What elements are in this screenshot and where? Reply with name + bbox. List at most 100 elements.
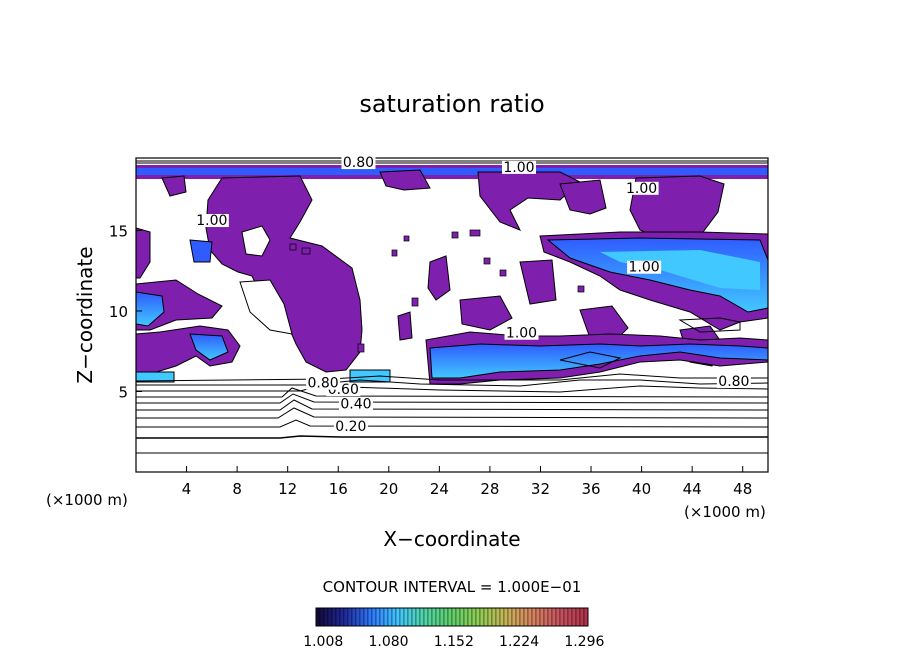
colorbar-cell: [419, 607, 425, 627]
colorbar-cell: [375, 607, 381, 627]
colorbar-cell: [439, 607, 445, 627]
colorbar-cell: [531, 607, 537, 627]
contour-label: 1.00: [506, 326, 537, 342]
x-tick-label: 24: [430, 480, 449, 498]
y-tick-label: 10: [109, 303, 128, 321]
colorbar-cell: [471, 607, 477, 627]
colorbar-cell: [567, 607, 573, 627]
colorbar-cell: [491, 607, 497, 627]
colorbar-cell: [415, 607, 421, 627]
colorbar-tick-label: 1.224: [499, 634, 539, 650]
supersaturated-left-low: [189, 333, 229, 361]
colorbar-cell: [367, 607, 373, 627]
colorbar-cell: [507, 607, 513, 627]
colorbar-cell: [523, 607, 529, 627]
supersaturated-left-floor: [136, 371, 175, 383]
saturated-corner: [161, 175, 187, 197]
colorbar-cell: [515, 607, 521, 627]
contour-label: 0.20: [335, 419, 366, 435]
colorbar-frame: [315, 607, 589, 627]
x-unit-left: (×1000 m): [46, 491, 128, 509]
contour-label: 0.80: [343, 155, 374, 171]
colorbar-cell: [535, 607, 541, 627]
colorbar-tick-label: 1.080: [368, 634, 408, 650]
colorbar-tick-label: 1.296: [564, 634, 604, 650]
colorbar-cell: [371, 607, 377, 627]
colorbar-cell: [407, 607, 413, 627]
colorbar-cell: [443, 607, 449, 627]
x-tick-label: 40: [632, 480, 651, 498]
contour-label-bg: [627, 260, 662, 274]
cloud-hole: [241, 225, 271, 257]
saturated-left-upper: [136, 227, 151, 279]
colorbar-cell: [423, 607, 429, 627]
contour-interval: CONTOUR INTERVAL = 1.000E−01: [323, 578, 582, 596]
contour-label-bg: [333, 420, 368, 434]
saturated-mid-blob: [397, 311, 413, 341]
y-tick-label: 5: [118, 383, 128, 401]
colorbar-cell: [451, 607, 457, 627]
colorbar-cell: [403, 607, 409, 627]
x-tick-label: 20: [379, 480, 398, 498]
colorbar-cell: [383, 607, 389, 627]
colorbar-cell: [555, 607, 561, 627]
contour-label-bg: [504, 326, 539, 340]
colorbar-cell: [479, 607, 485, 627]
contour-label-bg: [624, 181, 659, 195]
colorbar-cell: [431, 607, 437, 627]
saturated-upper-mid: [477, 171, 581, 231]
colorbar-cell: [495, 607, 501, 627]
x-axis: 4 8 12 16 20 24 28 32 36 40 44 48: [182, 466, 752, 498]
colorbar-cell: [575, 607, 581, 627]
supersaturated-top-band: [136, 168, 768, 175]
supersaturated-lower-fill: [429, 343, 768, 379]
colorbar-cell: [551, 607, 557, 627]
colorbar-cell: [527, 607, 533, 627]
colorbar-cell: [539, 607, 545, 627]
contour-lines: [136, 160, 768, 454]
colorbar-cell: [335, 607, 341, 627]
x-tick-label: 4: [182, 480, 192, 498]
saturated-upper-mid: [559, 179, 607, 215]
colorbar-cell: [511, 607, 517, 627]
colorbar-tick-label: 1.008: [303, 634, 343, 650]
small-cloud-features: [289, 229, 585, 353]
colorbar-cell: [519, 607, 525, 627]
contour-label-bg: [306, 376, 341, 390]
colorbar-cell: [339, 607, 345, 627]
colorbar-cell: [331, 607, 337, 627]
colorbar-cell: [363, 607, 369, 627]
x-tick-label: 48: [733, 480, 752, 498]
colorbar-cell: [543, 607, 549, 627]
colorbar-cell: [359, 607, 365, 627]
contour-label-bg: [501, 160, 536, 174]
colorbar-cell: [487, 607, 493, 627]
y-tick-label: 15: [109, 222, 128, 240]
supersaturated-right-core: [600, 250, 760, 290]
contour-label-bg: [194, 214, 229, 228]
colorbar-cell: [323, 607, 329, 627]
colorbar-cell: [411, 607, 417, 627]
colorbar-cell: [319, 607, 325, 627]
supersaturated-left: [136, 291, 165, 327]
y-axis-label: Z−coordinate: [73, 246, 97, 383]
colorbar-cell: [563, 607, 569, 627]
contour-label: 0.80: [307, 376, 338, 392]
colorbar-cell: [387, 607, 393, 627]
x-tick-label: 44: [683, 480, 702, 498]
x-tick-label: 8: [232, 480, 242, 498]
colorbar-cell: [351, 607, 357, 627]
contour-label: 1.00: [503, 160, 534, 176]
colorbar-labels: 1.008 1.080 1.152 1.224 1.296: [303, 634, 604, 650]
colorbar: [315, 607, 589, 627]
colorbar-cell: [395, 607, 401, 627]
colorbar-cell: [427, 607, 433, 627]
x-tick-label: 32: [531, 480, 550, 498]
saturated-mid-blob: [459, 295, 513, 331]
colorbar-cell: [499, 607, 505, 627]
colorbar-cell: [391, 607, 397, 627]
x-tick-label: 36: [581, 480, 600, 498]
colorbar-cell: [463, 607, 469, 627]
supersaturated-lower-bottom: [349, 369, 391, 383]
y-axis: 5 10 15: [109, 222, 142, 401]
